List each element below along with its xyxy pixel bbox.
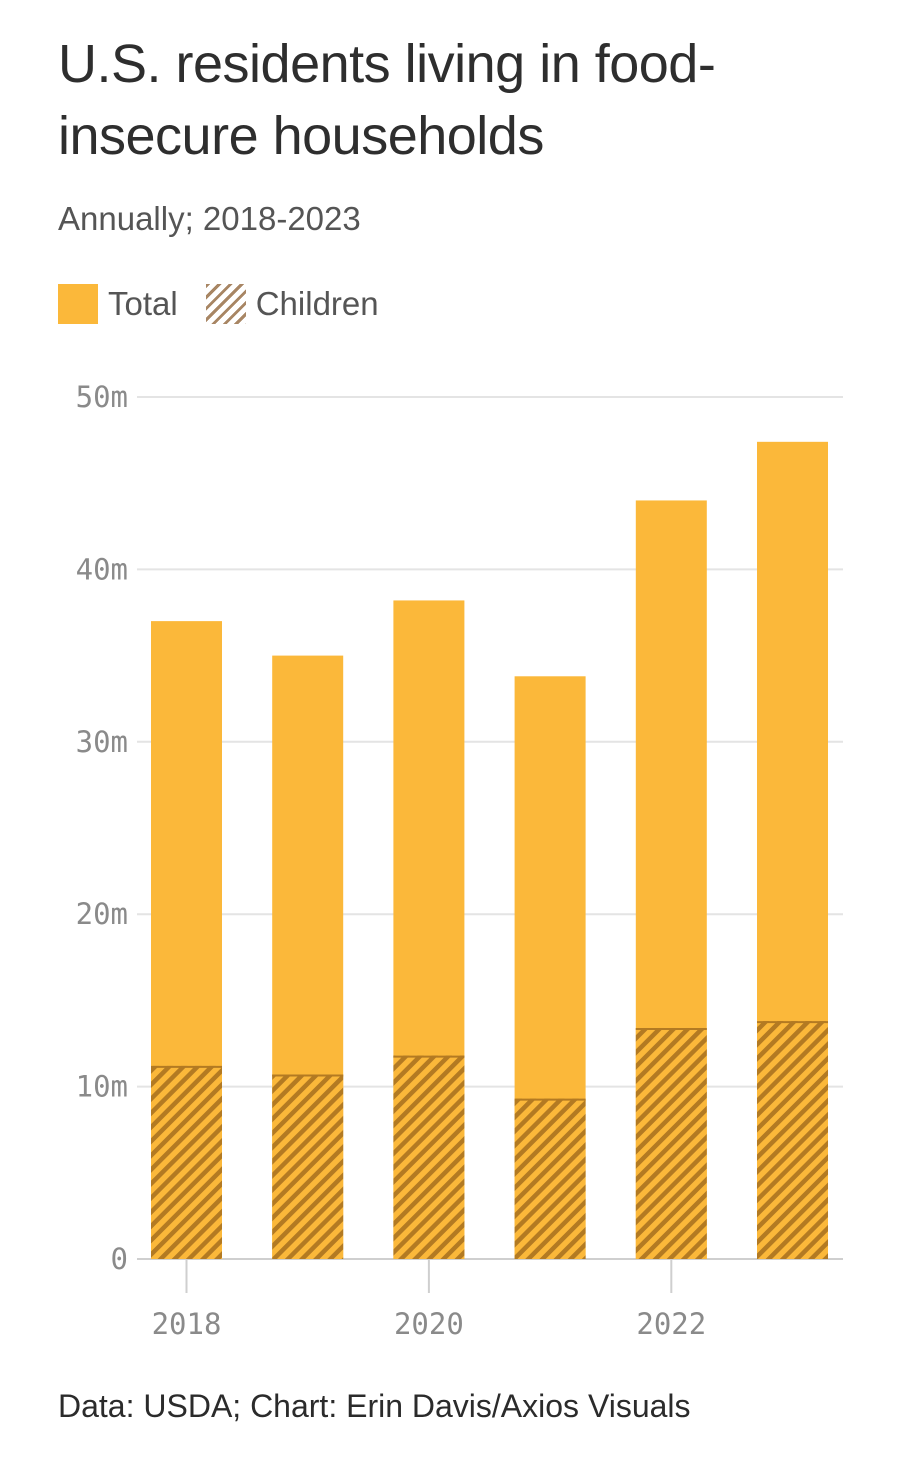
y-tick-label: 0 <box>111 1242 128 1276</box>
bar-children-2019 <box>272 1074 344 1259</box>
axes: 0 10m 20m 30m 40m 50m 2018 2020 2022 <box>76 380 707 1341</box>
chart-source: Data: USDA; Chart: Erin Davis/Axios Visu… <box>58 1388 691 1424</box>
x-tick-label: 2018 <box>152 1307 222 1341</box>
legend-item-total: Total <box>58 284 178 324</box>
y-tick-label: 10m <box>76 1070 128 1104</box>
gridlines <box>137 396 843 1260</box>
chart-subtitle: Annually; 2018-2023 <box>58 200 361 237</box>
legend-item-children: Children <box>205 284 379 324</box>
legend-label-total: Total <box>108 285 178 322</box>
y-tick-label: 40m <box>76 552 128 586</box>
bar-chart: 0 10m 20m 30m 40m 50m 2018 2020 2022 <box>76 380 843 1341</box>
bar-children-2021 <box>514 1098 586 1259</box>
x-tick-label: 2022 <box>636 1307 706 1341</box>
y-tick-label: 50m <box>76 380 128 414</box>
x-tick-label: 2020 <box>394 1307 464 1341</box>
bar-children-2018 <box>151 1065 222 1259</box>
y-tick-label: 20m <box>76 897 128 931</box>
legend-label-children: Children <box>255 285 379 322</box>
bar-children-2022 <box>635 1027 707 1259</box>
legend: Total Children <box>58 283 407 325</box>
legend-swatch-children <box>205 284 246 324</box>
y-tick-label: 30m <box>76 725 128 759</box>
chart-title: U.S. residents living in food-insecure h… <box>58 34 716 166</box>
bars <box>151 441 828 1260</box>
bar-children-2023 <box>757 1021 828 1259</box>
bar-children-2020 <box>393 1055 465 1259</box>
legend-swatch-total <box>58 284 98 324</box>
